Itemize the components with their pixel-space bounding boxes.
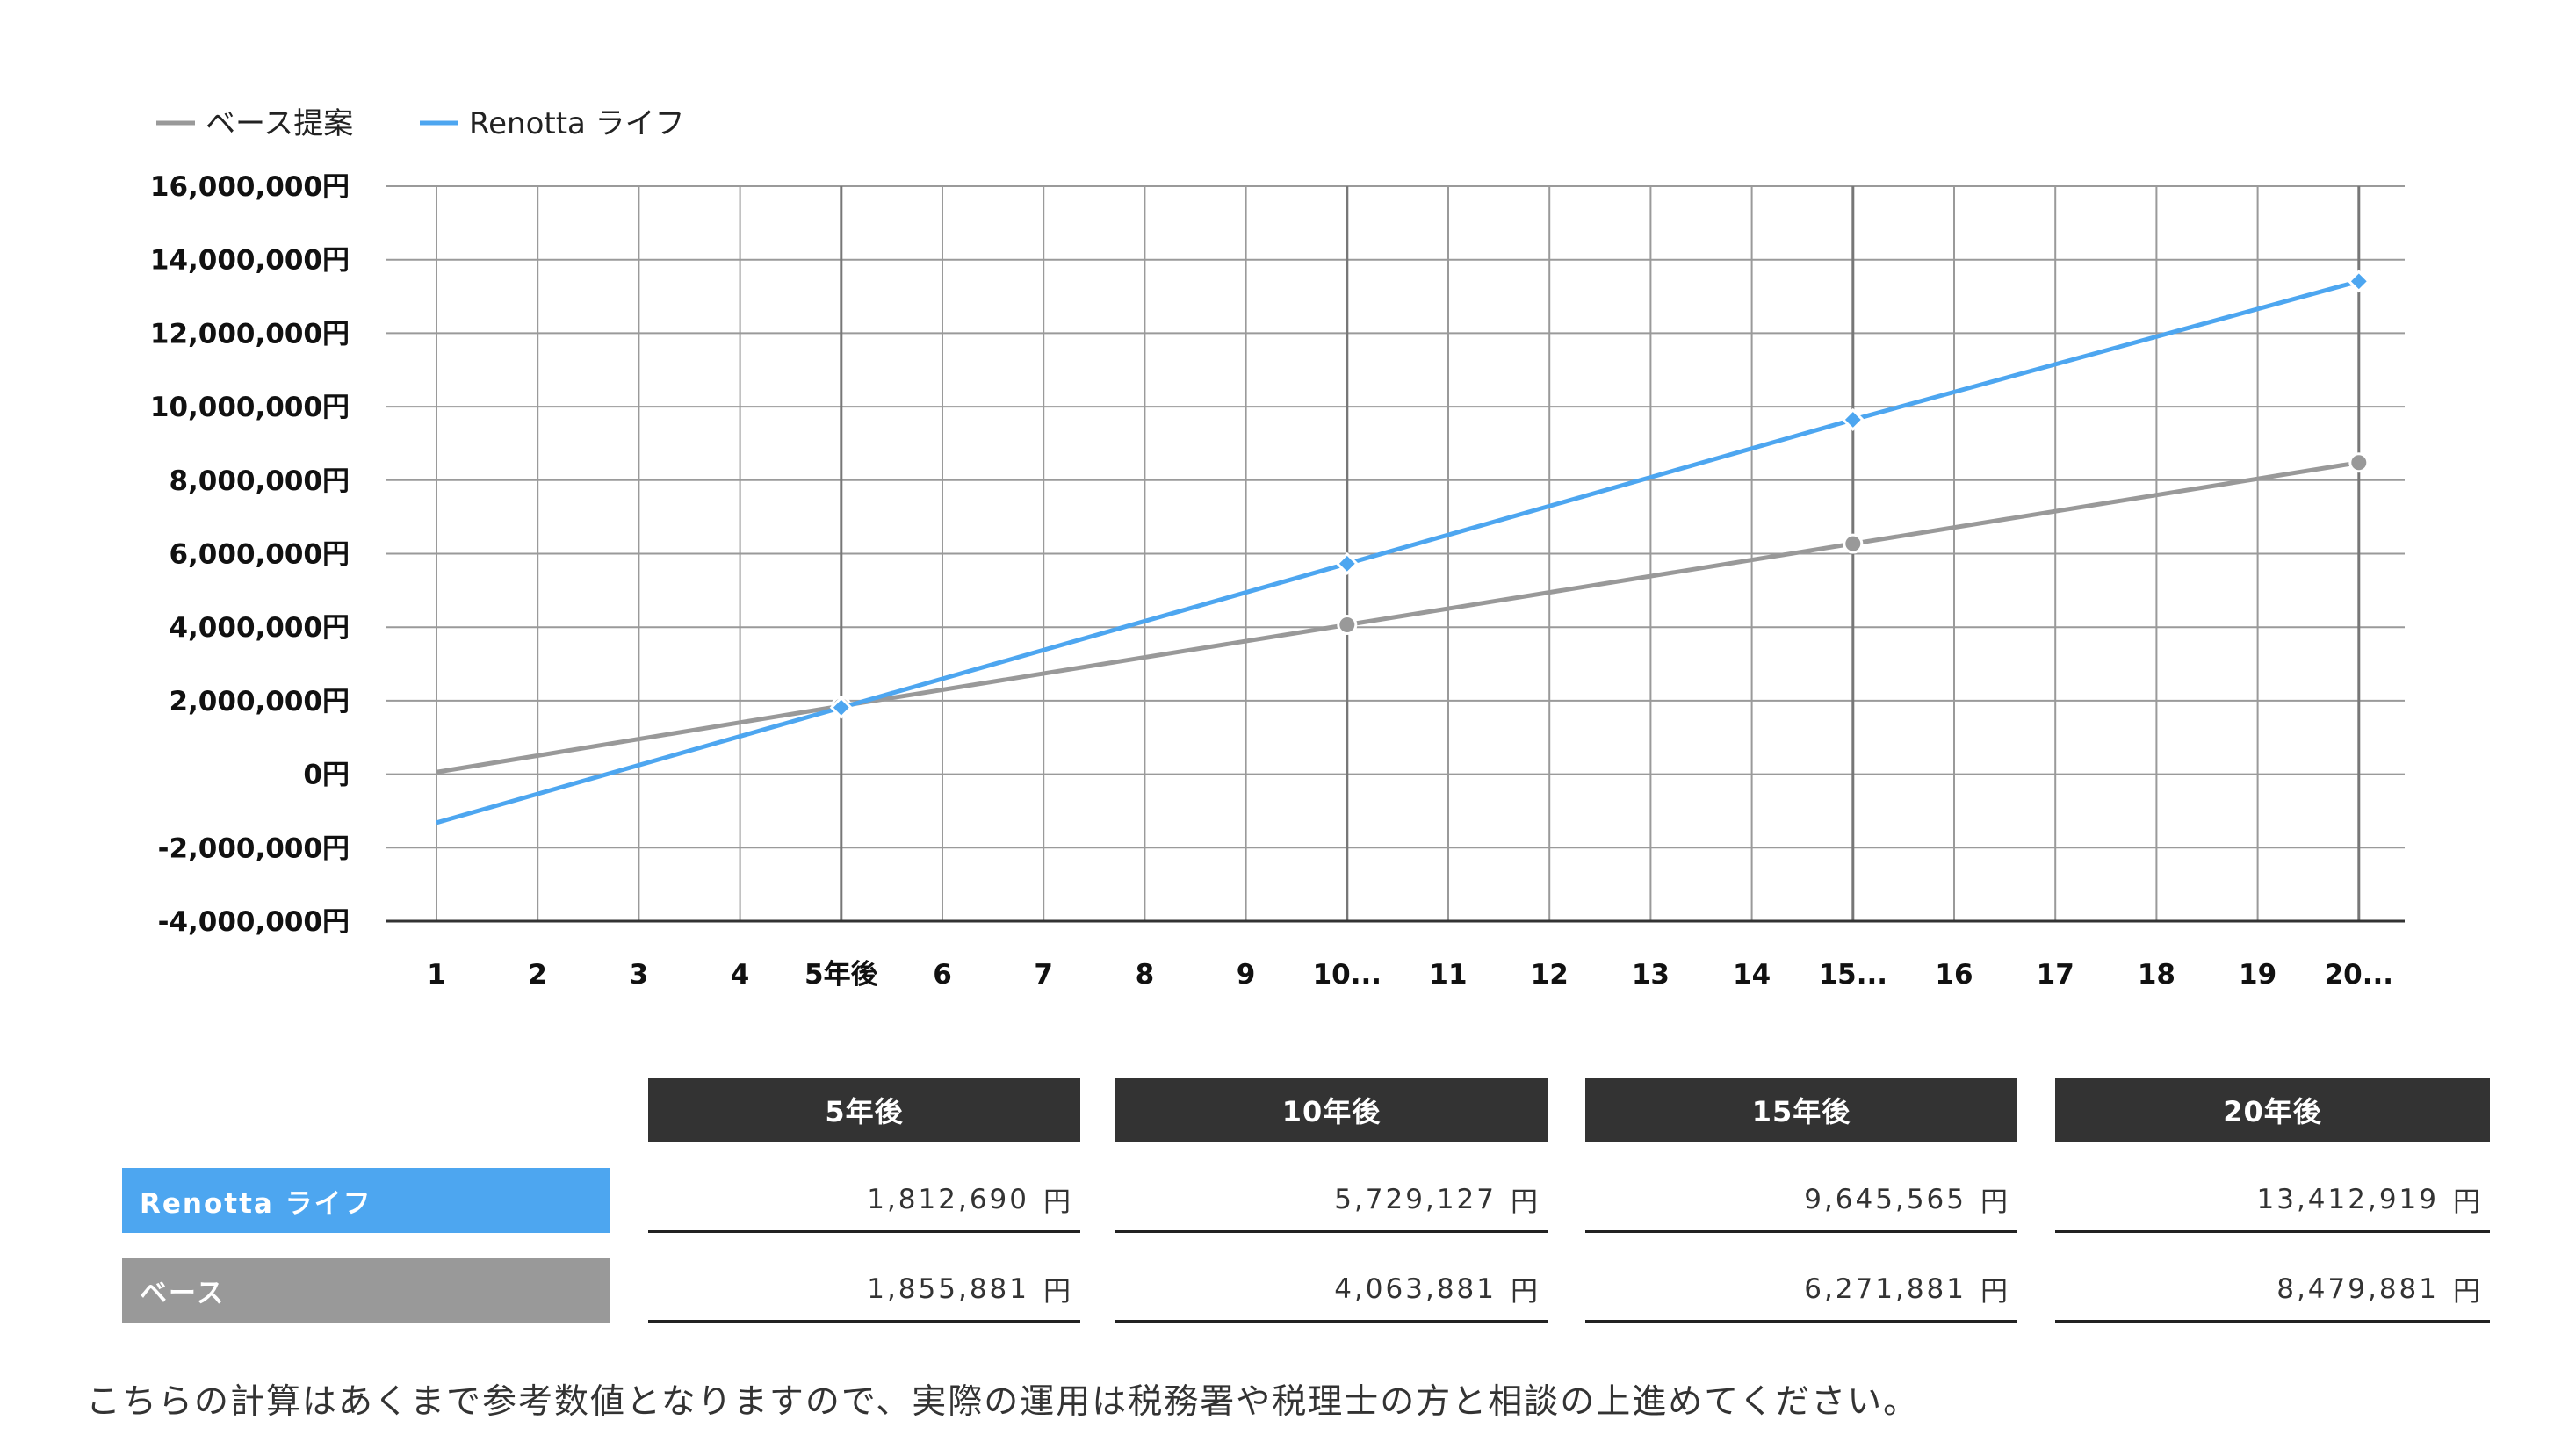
data-point — [1337, 615, 1358, 636]
y-tick-label: 8,000,000円 — [169, 465, 350, 497]
y-tick-label: 12,000,000円 — [150, 318, 350, 350]
unit-text: 円 — [2453, 1186, 2483, 1218]
line-chart: 16,000,000円14,000,000円12,000,000円10,000,… — [150, 106, 2405, 991]
table-header-15y: 15年後 — [1585, 1078, 2017, 1142]
data-point — [2348, 452, 2370, 473]
legend-label: ベース提案 — [206, 106, 353, 141]
base-value-20y: 8,479,881 円 — [2055, 1258, 2490, 1323]
data-point — [2347, 270, 2370, 293]
renotta-value-20y: 13,412,919 円 — [2055, 1168, 2490, 1233]
row-label-base: ベース — [122, 1258, 610, 1323]
x-tick-label: 20... — [2325, 959, 2393, 991]
table-header-10y: 10年後 — [1115, 1078, 1548, 1142]
x-tick-label: 6 — [933, 959, 952, 991]
data-point — [1843, 533, 1864, 554]
disclaimer-note: こちらの計算はあくまで参考数値となりますので、実際の運用は税務署や税理士の方と相… — [86, 1382, 1920, 1422]
y-tick-label: 14,000,000円 — [150, 245, 350, 277]
renotta-value-10y: 5,729,127 円 — [1115, 1168, 1548, 1233]
data-point — [829, 696, 853, 719]
value-text: 1,855,881 — [867, 1272, 1029, 1305]
x-tick-label: 12 — [1531, 959, 1569, 991]
value-text: 13,412,919 — [2256, 1183, 2439, 1215]
x-tick-label: 15... — [1819, 959, 1887, 991]
y-tick-label: -2,000,000円 — [158, 833, 350, 864]
x-tick-label: 11 — [1429, 959, 1467, 991]
unit-text: 円 — [2453, 1276, 2483, 1308]
x-tick-label: 13 — [1632, 959, 1670, 991]
y-tick-label: 4,000,000円 — [169, 612, 350, 644]
unit-text: 円 — [1043, 1186, 1073, 1218]
series-line — [436, 460, 2360, 775]
table-header-5y: 5年後 — [648, 1078, 1080, 1142]
y-tick-label: 6,000,000円 — [169, 539, 350, 571]
y-tick-label: 0円 — [303, 760, 350, 791]
value-text: 4,063,881 — [1334, 1272, 1497, 1305]
value-text: 9,645,565 — [1804, 1183, 1966, 1215]
x-tick-label: 2 — [528, 959, 547, 991]
table-header-20y: 20年後 — [2055, 1078, 2490, 1142]
y-tick-label: 16,000,000円 — [150, 171, 350, 203]
x-tick-label: 9 — [1237, 959, 1256, 991]
x-tick-label: 8 — [1136, 959, 1155, 991]
data-point — [1335, 551, 1359, 575]
x-tick-label: 14 — [1733, 959, 1771, 991]
legend-label: Renotta ライフ — [469, 106, 685, 141]
y-tick-label: -4,000,000円 — [158, 906, 350, 938]
base-value-5y: 1,855,881 円 — [648, 1258, 1080, 1323]
unit-text: 円 — [1980, 1276, 2010, 1308]
base-value-15y: 6,271,881 円 — [1585, 1258, 2017, 1323]
x-tick-label: 4 — [731, 959, 750, 991]
x-tick-label: 16 — [1935, 959, 1973, 991]
x-tick-label: 5年後 — [804, 959, 879, 991]
x-tick-label: 17 — [2037, 959, 2074, 991]
value-text: 5,729,127 — [1334, 1183, 1497, 1215]
x-tick-label: 1 — [427, 959, 446, 991]
x-tick-label: 10... — [1313, 959, 1382, 991]
x-tick-label: 19 — [2239, 959, 2276, 991]
base-value-10y: 4,063,881 円 — [1115, 1258, 1548, 1323]
value-text: 6,271,881 — [1804, 1272, 1966, 1305]
x-tick-label: 18 — [2138, 959, 2175, 991]
unit-text: 円 — [1511, 1186, 1540, 1218]
value-text: 8,479,881 — [2276, 1272, 2439, 1305]
series-line — [436, 278, 2360, 825]
data-point — [1841, 407, 1865, 432]
unit-text: 円 — [1980, 1186, 2010, 1218]
renotta-value-5y: 1,812,690 円 — [648, 1168, 1080, 1233]
renotta-value-15y: 9,645,565 円 — [1585, 1168, 2017, 1233]
x-tick-label: 7 — [1034, 959, 1053, 991]
x-tick-label: 3 — [630, 959, 649, 991]
y-tick-label: 2,000,000円 — [169, 686, 350, 717]
y-tick-label: 10,000,000円 — [150, 392, 350, 423]
unit-text: 円 — [1511, 1276, 1540, 1308]
unit-text: 円 — [1043, 1276, 1073, 1308]
value-text: 1,812,690 — [867, 1183, 1029, 1215]
row-label-renotta: Renotta ライフ — [122, 1168, 610, 1233]
